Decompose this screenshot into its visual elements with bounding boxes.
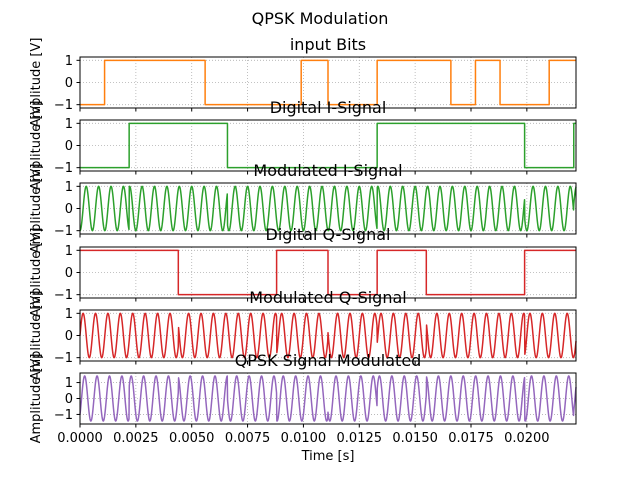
y-tick-label: −1 (54, 161, 73, 176)
signal-line (79, 375, 577, 422)
subplot-title: Modulated Q-Signal (249, 288, 406, 307)
y-tick-label: 0 (65, 202, 73, 217)
subplot-title: Digital I-Signal (270, 98, 387, 117)
subplot-title: QPSK Signal Modulated (235, 351, 422, 370)
subplot-title: input Bits (290, 35, 366, 54)
x-tick-label: 0.0100 (281, 431, 327, 446)
x-tick-label: 0.0175 (448, 431, 494, 446)
y-tick-label: −1 (54, 288, 73, 303)
y-tick-label: 1 (65, 180, 73, 195)
x-tick-label: 0.0125 (337, 431, 383, 446)
x-tick-label: 0.0200 (504, 431, 550, 446)
x-tick-label: 0.0050 (169, 431, 215, 446)
signal-line (80, 59, 576, 106)
subplot-title: Digital Q-Signal (266, 225, 391, 244)
y-tick-label: 1 (65, 117, 73, 132)
y-tick-label: −1 (54, 98, 73, 113)
x-axis-label: Time [s] (301, 449, 355, 464)
y-axis-label: Amplitude [V] (29, 291, 44, 381)
figure-title: QPSK Modulation (252, 9, 389, 28)
y-tick-label: 1 (65, 54, 73, 69)
x-tick-label: 0.0150 (392, 431, 438, 446)
subplot-title: Modulated I-Signal (253, 161, 402, 180)
y-tick-label: 0 (65, 139, 73, 154)
x-tick-label: 0.0000 (57, 431, 103, 446)
y-tick-label: 0 (65, 392, 73, 407)
y-axis-label: Amplitude [V] (29, 228, 44, 318)
signal-line (80, 122, 576, 169)
signal-line (79, 312, 577, 359)
signal-line (80, 249, 576, 296)
y-axis-label: Amplitude [V] (29, 101, 44, 191)
y-tick-label: 0 (65, 266, 73, 281)
y-tick-label: 0 (65, 76, 73, 91)
y-axis-label: Amplitude [V] (29, 354, 44, 444)
subplot-3: −1 0 1 Modulated I-Signal Amplitude [V] (29, 161, 577, 254)
y-tick-label: 1 (65, 307, 73, 322)
y-tick-label: −1 (54, 224, 73, 239)
y-tick-label: 1 (65, 244, 73, 259)
subplot-2: −1 0 1 Digital I-Signal Amplitude [V] (29, 98, 577, 191)
signal-line (79, 185, 577, 232)
x-tick-label: 0.0025 (113, 431, 159, 446)
subplot-1: −1 0 1 input Bits Amplitude [V] (29, 35, 577, 128)
y-tick-label: −1 (54, 408, 73, 423)
y-tick-label: 1 (65, 376, 73, 391)
x-tick-label: 0.0075 (225, 431, 271, 446)
y-tick-label: 0 (65, 329, 73, 344)
y-axis-label: Amplitude [V] (29, 38, 44, 128)
y-tick-label: −1 (54, 351, 73, 366)
subplot-4: −1 0 1 Digital Q-Signal Amplitude [V] (29, 225, 577, 318)
y-axis-label: Amplitude [V] (29, 164, 44, 254)
subplot-5: −1 0 1 Modulated Q-Signal Amplitude [V] (29, 288, 577, 381)
